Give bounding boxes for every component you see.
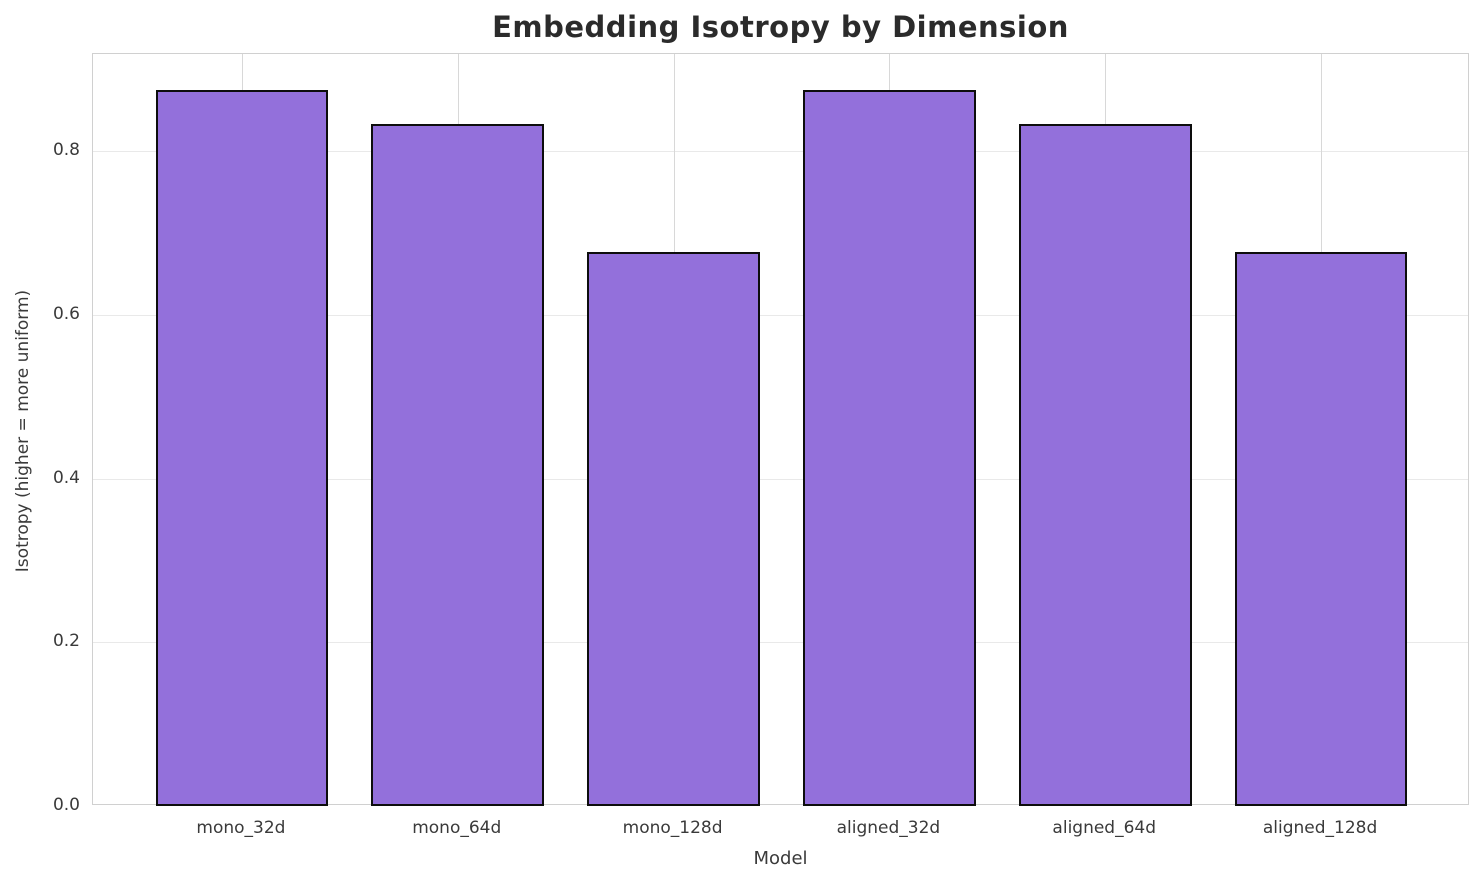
x-tick-label-mono_64d: mono_64d — [412, 818, 502, 838]
y-tick-label-0.8: 0.8 — [52, 140, 80, 161]
y-tick-label-0.0: 0.0 — [52, 795, 80, 815]
y-gridline-0.2 — [93, 642, 1468, 644]
x-tick-label-mono_128d: mono_128d — [622, 818, 723, 838]
y-gridline-0.4 — [93, 478, 1468, 480]
y-tick-label-0.4: 0.4 — [52, 467, 80, 488]
bar-aligned_32d — [803, 90, 976, 806]
bar-mono_64d — [371, 124, 545, 806]
y-tick-label-0.6: 0.6 — [52, 304, 80, 325]
bar-aligned_64d — [1018, 124, 1192, 806]
x-tick-label-aligned_64d: aligned_64d — [1052, 818, 1157, 838]
y-gridline-0.8 — [93, 151, 1468, 153]
x-tick-label-aligned_32d: aligned_32d — [836, 818, 941, 838]
plot-area — [92, 53, 1469, 806]
x-tick-label-mono_32d: mono_32d — [196, 818, 286, 838]
x-axis-label: Model — [753, 848, 808, 869]
bar-aligned_128d — [1234, 252, 1408, 806]
y-tick-label-0.2: 0.2 — [52, 631, 80, 652]
y-gridline-0.6 — [93, 315, 1468, 317]
bar-mono_128d — [587, 252, 760, 806]
x-tick-label-aligned_128d: aligned_128d — [1262, 818, 1378, 838]
bar-mono_32d — [155, 90, 329, 806]
chart-title: Embedding Isotropy by Dimension — [492, 10, 1069, 44]
